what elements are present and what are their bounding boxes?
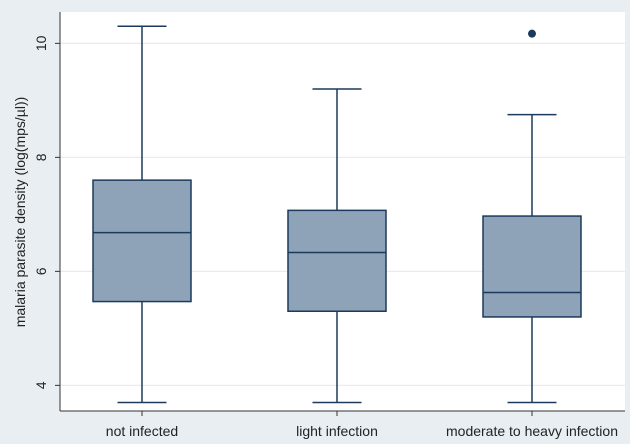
outlier-point: [528, 29, 536, 38]
y-tick-label: 4: [33, 381, 49, 389]
x-category-label: light infection: [296, 423, 378, 439]
y-tick-label: 10: [33, 35, 49, 51]
boxes: [92, 25, 582, 404]
box-2: [287, 88, 387, 404]
interquartile-box: [92, 179, 192, 303]
y-axis-ticks: 4 6 8 10: [33, 35, 60, 389]
x-category-label: moderate to heavy infection: [446, 423, 618, 439]
interquartile-box: [287, 209, 387, 312]
y-axis-title: malaria parasite density (log(mps/µl)): [12, 97, 28, 328]
box-3: [482, 29, 582, 404]
box-1: [92, 25, 192, 404]
y-tick-label: 8: [33, 153, 49, 161]
x-category-label: not infected: [106, 423, 178, 439]
interquartile-box: [482, 215, 582, 318]
y-tick-label: 6: [33, 267, 49, 275]
x-axis-ticks: not infected light infection moderate to h…: [106, 411, 618, 439]
